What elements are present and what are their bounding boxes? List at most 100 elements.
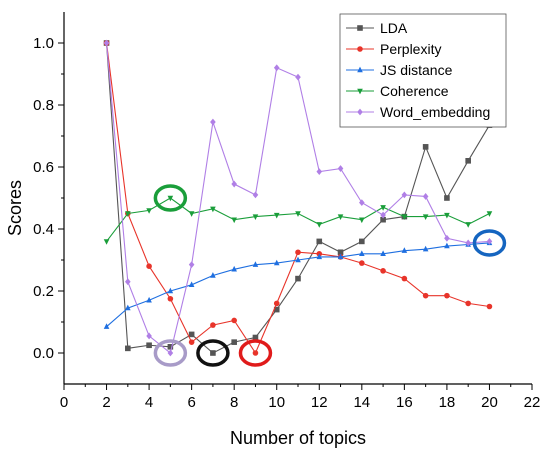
data-point-word-embedding <box>444 234 450 242</box>
data-point-word-embedding <box>380 211 386 219</box>
data-point-coherence <box>380 205 386 211</box>
data-point-lda <box>295 275 301 282</box>
data-point-lda <box>252 334 259 341</box>
data-point-lda <box>359 238 365 245</box>
legend-label: Word_embedding <box>380 104 490 120</box>
data-point-coherence <box>316 222 323 228</box>
series-coherence <box>103 195 493 245</box>
y-tick-label: 0.6 <box>33 159 54 176</box>
data-point-lda <box>337 249 344 256</box>
data-point-perplexity <box>295 249 301 256</box>
x-tick-label: 12 <box>311 394 328 411</box>
data-point-js-distance <box>295 256 301 263</box>
x-tick-label: 8 <box>230 394 238 411</box>
x-tick-label: 4 <box>145 394 153 411</box>
x-tick-label: 14 <box>353 394 370 411</box>
data-point-word-embedding <box>359 199 365 207</box>
data-point-coherence <box>401 214 408 220</box>
data-point-word-embedding <box>316 168 323 176</box>
data-point-coherence <box>444 212 450 219</box>
legend-swatch-marker <box>357 25 363 31</box>
data-point-lda <box>465 158 471 164</box>
data-point-word-embedding <box>486 238 493 245</box>
data-point-js-distance <box>125 304 131 311</box>
data-point-lda <box>210 350 216 356</box>
data-point-coherence <box>231 217 237 224</box>
data-point-lda <box>273 306 280 313</box>
data-point-word-embedding <box>422 193 429 200</box>
data-point-coherence <box>125 211 131 217</box>
data-point-perplexity <box>231 317 237 324</box>
y-tick-label: 0.4 <box>33 221 54 238</box>
highlight-ellipse-word-embedding <box>153 339 188 367</box>
legend-item-word-embedding: Word_embedding <box>346 104 490 120</box>
series-layer <box>103 39 493 357</box>
data-point-perplexity <box>167 295 174 302</box>
legend-label: LDA <box>380 20 408 36</box>
data-point-perplexity <box>444 292 450 299</box>
data-point-word-embedding <box>210 118 216 126</box>
data-point-perplexity <box>252 350 259 356</box>
x-tick-label: 22 <box>524 394 541 411</box>
data-point-perplexity <box>273 300 280 307</box>
data-point-lda <box>188 331 195 338</box>
data-point-js-distance <box>316 253 323 260</box>
data-point-js-distance <box>337 253 344 260</box>
y-tick-label: 0.2 <box>33 283 54 300</box>
highlight-ellipse-perplexity <box>238 339 273 367</box>
legend-swatch-marker <box>357 88 363 95</box>
highlight-ellipse-lda <box>196 339 230 367</box>
data-point-perplexity <box>210 322 216 328</box>
legend-swatch-marker <box>357 108 363 116</box>
series-line-js-distance <box>106 242 490 328</box>
x-tick-label: 20 <box>481 394 498 411</box>
data-point-coherence <box>337 214 344 220</box>
data-point-perplexity <box>188 339 195 345</box>
data-point-js-distance <box>210 272 216 278</box>
series-js-distance <box>103 239 493 329</box>
data-point-js-distance <box>231 265 237 272</box>
y-tick-label: 0.0 <box>33 345 54 362</box>
data-point-coherence <box>210 206 216 213</box>
data-point-coherence <box>273 212 280 219</box>
data-point-coherence <box>486 211 493 217</box>
data-point-word-embedding <box>103 39 110 47</box>
data-point-coherence <box>146 208 152 214</box>
data-point-perplexity <box>401 275 408 282</box>
legend-item-js-distance: JS distance <box>346 62 453 78</box>
annotation-layer <box>153 184 507 367</box>
data-point-coherence <box>167 195 174 202</box>
data-point-coherence <box>103 239 110 245</box>
legend-item-perplexity: Perplexity <box>346 41 441 57</box>
highlight-ellipse-js-distance <box>472 229 507 257</box>
y-tick-label: 1.0 <box>33 35 54 52</box>
data-point-js-distance <box>252 261 259 267</box>
x-tick-label: 10 <box>268 394 285 411</box>
legend-swatch-marker <box>357 46 363 52</box>
data-point-coherence <box>422 214 429 220</box>
data-point-perplexity <box>465 300 471 307</box>
data-point-coherence <box>188 211 195 217</box>
data-point-lda <box>316 238 323 245</box>
data-point-word-embedding <box>146 332 152 340</box>
legend-label: Coherence <box>380 83 449 99</box>
y-axis-title: Scores <box>5 180 25 236</box>
data-point-word-embedding <box>273 64 280 72</box>
data-point-word-embedding <box>337 165 344 172</box>
data-point-perplexity <box>422 292 429 299</box>
data-point-lda <box>444 195 450 201</box>
data-point-js-distance <box>146 296 152 303</box>
data-point-js-distance <box>167 287 174 294</box>
data-point-js-distance <box>359 250 365 256</box>
data-point-word-embedding <box>167 349 174 357</box>
x-tick-label: 6 <box>187 394 195 411</box>
data-point-word-embedding <box>125 278 131 286</box>
y-tick-label: 0.8 <box>33 97 54 114</box>
data-point-perplexity <box>359 260 365 266</box>
legend: LDA Perplexity JS distance Coherence Word_em… <box>339 13 507 128</box>
legend-item-coherence: Coherence <box>346 83 449 99</box>
data-point-word-embedding <box>295 73 301 81</box>
data-point-perplexity <box>146 263 152 270</box>
data-point-word-embedding <box>188 261 195 269</box>
